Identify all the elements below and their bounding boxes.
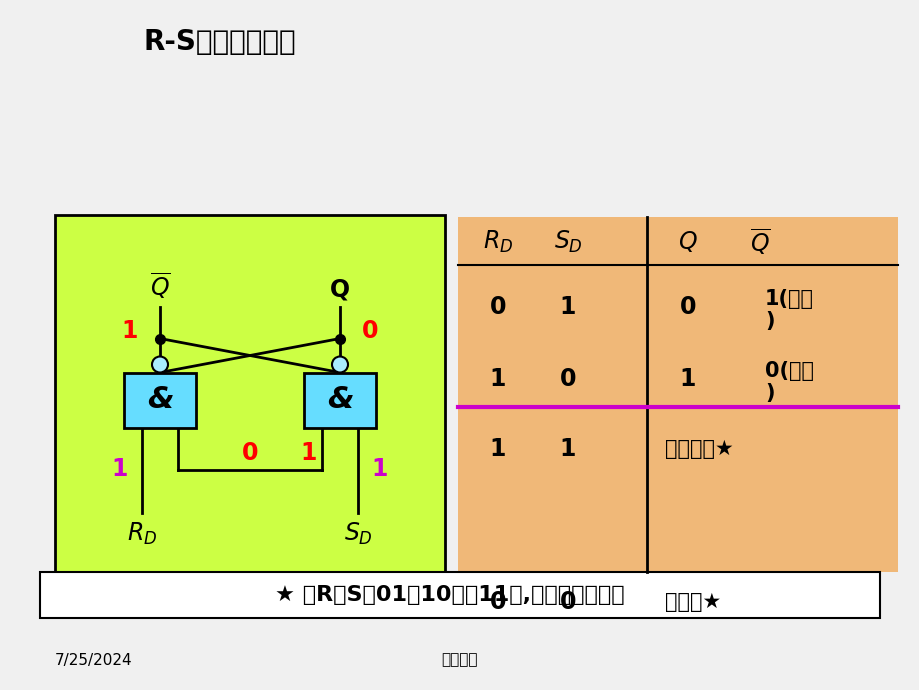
Text: $Q$: $Q$ <box>677 230 698 255</box>
Text: 0: 0 <box>489 295 505 319</box>
Text: &: & <box>326 386 353 415</box>
Text: Q: Q <box>330 277 350 302</box>
Text: 0: 0 <box>559 590 575 614</box>
Text: 1: 1 <box>679 367 696 391</box>
Bar <box>124 373 196 428</box>
Text: $S_D$: $S_D$ <box>343 520 372 546</box>
Text: R-S触发器真值表: R-S触发器真值表 <box>143 28 296 56</box>
Text: 0: 0 <box>361 319 378 342</box>
Text: $\overline{Q}$: $\overline{Q}$ <box>749 227 769 257</box>
Text: $R_D$: $R_D$ <box>127 520 157 546</box>
Text: ★ 指R、S从01或10变成11时,输出端状态不变: ★ 指R、S从01或10变成11时,输出端状态不变 <box>275 585 624 605</box>
Text: 1: 1 <box>112 457 128 482</box>
Text: 0(置位: 0(置位 <box>765 361 813 381</box>
Text: 不确定★: 不确定★ <box>664 592 720 612</box>
Text: 1(复位: 1(复位 <box>765 289 813 309</box>
Text: 1: 1 <box>301 442 317 466</box>
Text: 1: 1 <box>489 437 505 461</box>
Text: $S_D$: $S_D$ <box>553 229 582 255</box>
Text: ): ) <box>765 311 774 331</box>
Text: 1: 1 <box>489 367 505 391</box>
Circle shape <box>152 357 168 373</box>
Text: 0: 0 <box>559 367 575 391</box>
Text: 7/25/2024: 7/25/2024 <box>55 653 132 667</box>
Bar <box>40 572 879 618</box>
Bar <box>458 217 897 572</box>
Text: 0: 0 <box>679 295 696 319</box>
Text: ): ) <box>765 383 774 403</box>
Text: 电工技术: 电工技术 <box>441 653 478 667</box>
Text: 保持原状★: 保持原状★ <box>664 439 733 459</box>
Text: $\overline{Q}$: $\overline{Q}$ <box>150 271 170 302</box>
Text: &: & <box>146 386 173 415</box>
Bar <box>303 373 376 428</box>
Text: 1: 1 <box>121 319 138 342</box>
Text: 0: 0 <box>489 590 505 614</box>
Text: 1: 1 <box>371 457 388 482</box>
Text: $R_D$: $R_D$ <box>482 229 513 255</box>
Text: 1: 1 <box>559 437 575 461</box>
Text: 0: 0 <box>242 442 258 466</box>
Text: 1: 1 <box>559 295 575 319</box>
Bar <box>55 215 445 575</box>
Circle shape <box>332 357 347 373</box>
